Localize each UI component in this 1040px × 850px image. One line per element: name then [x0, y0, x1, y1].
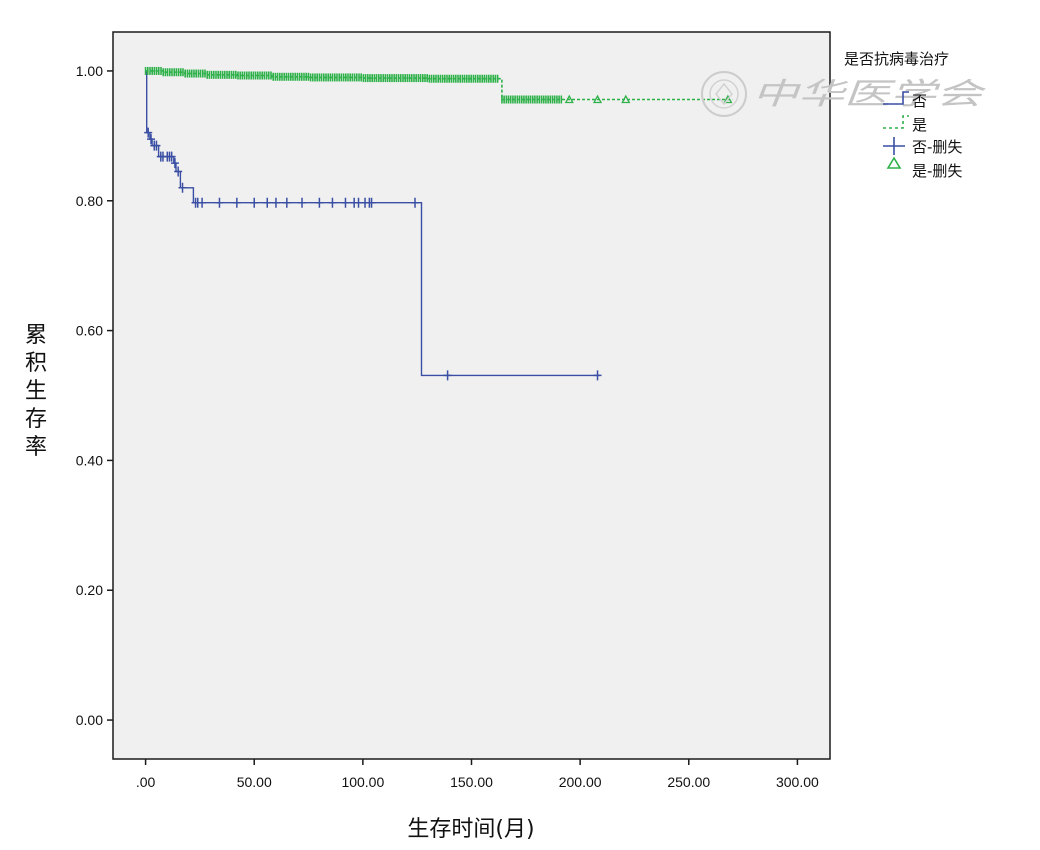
y-tick-label: 0.20: [76, 582, 103, 598]
legend-title: 是否抗病毒治疗: [844, 50, 949, 68]
censor-mark-triangle: [592, 94, 603, 104]
y-tick-label: 1.00: [76, 63, 103, 79]
survival-curve-line: [145, 70, 600, 377]
censor-mark-plus: [178, 182, 187, 193]
y-axis: 0.00 0.20 0.40 0.60 0.80 1.00: [76, 63, 113, 728]
x-axis: .00 50.00 100.00 150.00 200.00 250.00 300.00: [136, 759, 819, 790]
y-tick-label: 0.40: [76, 452, 103, 468]
censor-mark-plus: [328, 197, 337, 208]
legend-label-no-treatment-censored: 否-删失: [912, 138, 962, 156]
censor-mark-plus: [271, 197, 280, 208]
censor-mark-triangle: [723, 94, 733, 104]
legend-line-treatment-icon: [883, 115, 909, 129]
x-tick-label: 100.00: [341, 774, 384, 790]
censor-mark-plus: [593, 370, 602, 381]
y-tick-label: 0.60: [76, 323, 103, 339]
plot-area: [112, 31, 831, 760]
y-axis-title-char: 率: [25, 435, 47, 460]
x-tick-label: 200.00: [559, 774, 602, 790]
censor-mark-plus: [198, 197, 207, 208]
y-axis-title-char: 存: [25, 407, 47, 432]
x-tick-label: .00: [136, 774, 156, 790]
censor-mark-plus: [232, 197, 241, 208]
censor-mark-plus: [263, 197, 272, 208]
censor-mark-plus: [144, 127, 153, 138]
y-axis-title: 累积生存率: [25, 323, 47, 460]
y-axis-title-char: 累: [25, 323, 47, 348]
censor-mark-triangle: [621, 94, 631, 104]
y-tick-label: 0.00: [76, 712, 103, 728]
censor-mark-plus: [411, 197, 420, 208]
legend-label-treatment: 是: [912, 116, 927, 134]
censor-mark-plus: [315, 197, 324, 208]
x-tick-label: 150.00: [450, 774, 493, 790]
censor-mark-plus: [298, 197, 307, 208]
legend-label-treatment-censored: 是-删失: [912, 162, 962, 180]
y-axis-title-char: 积: [25, 351, 47, 376]
legend: 是否抗病毒治疗 否 是 否-删失 是-删失: [844, 50, 962, 180]
series-no-treatment: [144, 70, 602, 381]
censor-mark-plus: [174, 166, 183, 177]
censor-mark-plus: [170, 158, 179, 169]
censor-mark-plus: [282, 197, 291, 208]
x-axis-title: 生存时间(月): [407, 817, 534, 842]
legend-label-no-treatment: 否: [912, 92, 927, 110]
legend-censor-plus-icon: [883, 137, 905, 155]
watermark-text: 中华医学会: [752, 77, 987, 112]
series-treatment: [144, 66, 733, 104]
x-tick-label: 50.00: [237, 774, 272, 790]
series-layer: [144, 66, 733, 381]
censor-mark-plus: [250, 197, 259, 208]
y-tick-label: 0.80: [76, 193, 103, 209]
x-tick-label: 250.00: [667, 774, 710, 790]
seal-inner-ring: [709, 79, 739, 109]
seal-outer-ring: [701, 71, 747, 117]
seal-emblem: [715, 82, 733, 106]
watermark-seal: 中华医学会: [701, 71, 987, 117]
censor-mark-plus: [167, 151, 176, 162]
legend-line-no-treatment-icon: [883, 91, 909, 105]
censor-mark-plus: [152, 140, 161, 151]
y-axis-title-char: 生: [25, 379, 47, 404]
x-tick-label: 300.00: [776, 774, 819, 790]
censor-mark-triangle: [564, 94, 574, 104]
censor-mark-plus: [147, 134, 156, 145]
censor-mark-plus: [341, 197, 350, 208]
censor-mark-plus: [443, 370, 452, 381]
censor-mark-plus: [215, 197, 224, 208]
censor-mark-plus: [367, 197, 376, 208]
legend-censor-triangle-icon: [886, 156, 902, 169]
